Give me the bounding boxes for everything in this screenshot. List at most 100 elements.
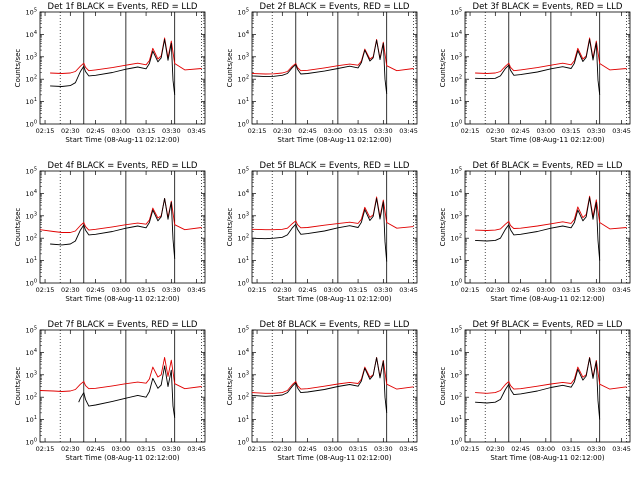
lld-series-line	[475, 195, 627, 231]
x-tick-label: 03:30	[162, 445, 181, 453]
x-axis-label: Start Time (08-Aug-11 02:12:00)	[490, 136, 604, 144]
y-tick-label: 102	[238, 234, 249, 243]
x-tick-label: 03:15	[349, 127, 368, 135]
x-axis-label: Start Time (08-Aug-11 02:12:00)	[490, 454, 604, 462]
y-tick-label: 105	[238, 8, 249, 17]
y-tick-label: 104	[238, 348, 249, 357]
y-tick-label: 102	[238, 75, 249, 84]
y-axis-label: Counts/sec	[439, 367, 447, 406]
plot-frame	[464, 170, 631, 284]
x-tick-label: 03:00	[111, 445, 130, 453]
plot-frame	[464, 329, 631, 443]
panel-title: Det 9f BLACK = Events, RED = LLD	[473, 320, 623, 330]
y-tick-label: 100	[451, 279, 462, 288]
x-tick-label: 03:45	[187, 127, 206, 135]
y-tick-label: 103	[451, 52, 462, 61]
lld-series-line	[39, 197, 202, 233]
x-tick-label: 02:30	[486, 127, 505, 135]
y-tick-label: 104	[26, 189, 37, 198]
x-tick-label: 02:45	[298, 127, 317, 135]
y-tick-label: 102	[451, 234, 462, 243]
plot-frame	[39, 329, 206, 443]
y-tick-label: 103	[26, 211, 37, 220]
y-tick-label: 100	[451, 438, 462, 447]
x-tick-label: 02:45	[511, 127, 530, 135]
y-tick-label: 102	[451, 393, 462, 402]
y-tick-label: 100	[238, 279, 249, 288]
y-tick-label: 105	[26, 167, 37, 176]
plot-frame	[251, 329, 418, 443]
y-tick-label: 105	[26, 326, 37, 335]
y-axis-label: Counts/sec	[14, 367, 22, 406]
y-tick-label: 101	[238, 97, 249, 106]
x-tick-label: 03:15	[562, 127, 581, 135]
x-tick-label: 02:45	[298, 286, 317, 294]
x-axis-label: Start Time (08-Aug-11 02:12:00)	[65, 295, 179, 303]
y-tick-label: 100	[451, 120, 462, 129]
x-tick-label: 03:45	[399, 445, 418, 453]
plot-frame	[251, 11, 418, 125]
events-series-line	[78, 365, 176, 418]
x-tick-label: 02:15	[461, 445, 480, 453]
plot-frame	[39, 170, 206, 284]
events-series-line	[475, 197, 601, 261]
x-tick-label: 02:45	[511, 445, 530, 453]
panel-det-4: Det 4f BLACK = Events, RED = LLD 02:15 02:…	[14, 161, 206, 303]
y-tick-label: 100	[238, 438, 249, 447]
y-axis-label: Counts/sec	[226, 49, 234, 88]
x-tick-label: 03:45	[187, 445, 206, 453]
x-tick-label: 02:15	[36, 445, 55, 453]
y-tick-label: 100	[238, 120, 249, 129]
x-tick-label: 02:30	[486, 445, 505, 453]
events-series-line	[251, 197, 388, 262]
events-series-line	[251, 357, 388, 413]
y-axis-label: Counts/sec	[14, 208, 22, 247]
x-tick-label: 02:30	[61, 286, 80, 294]
y-tick-label: 101	[451, 256, 462, 265]
y-tick-label: 104	[238, 30, 249, 39]
plot-frame	[251, 170, 418, 284]
x-tick-label: 03:30	[162, 127, 181, 135]
events-series-line	[475, 357, 601, 420]
x-tick-label: 02:30	[273, 286, 292, 294]
y-axis-label: Counts/sec	[14, 49, 22, 88]
x-tick-label: 02:15	[248, 127, 267, 135]
y-tick-label: 103	[238, 370, 249, 379]
y-tick-label: 104	[451, 348, 462, 357]
y-tick-label: 104	[26, 30, 37, 39]
lld-series-line	[39, 356, 202, 392]
y-tick-label: 103	[451, 211, 462, 220]
y-tick-label: 101	[26, 256, 37, 265]
y-tick-label: 102	[26, 234, 37, 243]
x-tick-label: 03:15	[562, 445, 581, 453]
x-tick-label: 03:00	[111, 286, 130, 294]
x-tick-label: 02:45	[86, 127, 105, 135]
y-tick-label: 102	[238, 393, 249, 402]
panel-title: Det 6f BLACK = Events, RED = LLD	[473, 161, 623, 171]
x-tick-label: 03:00	[111, 127, 130, 135]
events-series-line	[50, 197, 176, 259]
y-tick-label: 104	[26, 348, 37, 357]
y-tick-label: 104	[451, 189, 462, 198]
y-tick-label: 101	[238, 256, 249, 265]
x-tick-label: 03:00	[323, 286, 342, 294]
panel-title: Det 2f BLACK = Events, RED = LLD	[260, 2, 410, 12]
x-tick-label: 03:15	[349, 286, 368, 294]
x-tick-label: 02:30	[486, 286, 505, 294]
y-tick-label: 105	[451, 167, 462, 176]
panel-det-6: Det 6f BLACK = Events, RED = LLD 02:15 02:…	[439, 161, 631, 303]
y-tick-label: 103	[238, 211, 249, 220]
y-axis-label: Counts/sec	[439, 208, 447, 247]
y-tick-label: 105	[238, 167, 249, 176]
lld-series-line	[251, 38, 414, 75]
x-tick-label: 03:45	[399, 286, 418, 294]
x-tick-label: 02:30	[61, 445, 80, 453]
x-tick-label: 02:30	[273, 127, 292, 135]
y-axis-label: Counts/sec	[226, 208, 234, 247]
y-tick-label: 101	[238, 415, 249, 424]
panel-det-1: Det 1f BLACK = Events, RED = LLD 02:15 02:…	[14, 2, 206, 144]
y-tick-label: 105	[26, 8, 37, 17]
x-tick-label: 02:15	[248, 286, 267, 294]
